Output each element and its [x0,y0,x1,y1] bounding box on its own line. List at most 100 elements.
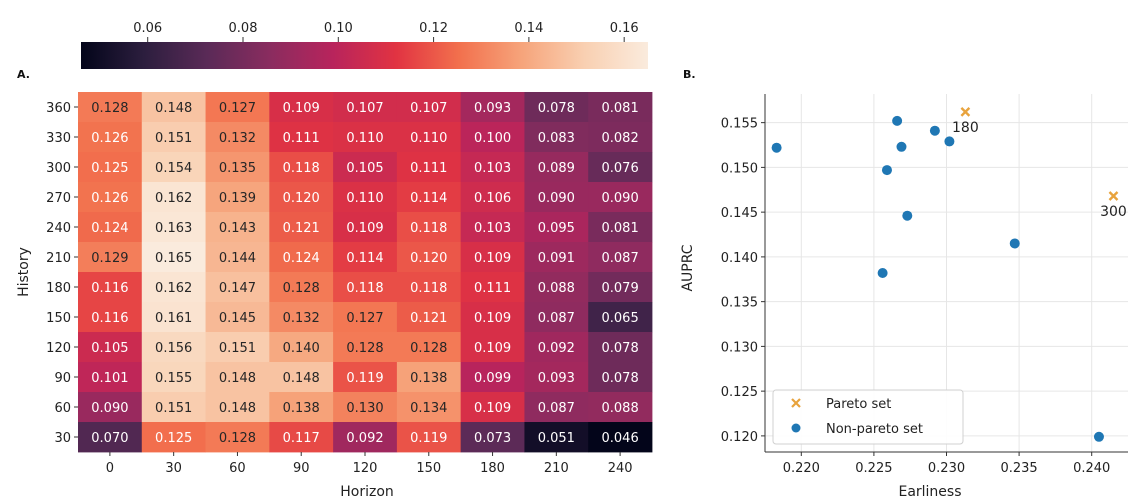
heatmap-cell [78,122,143,153]
heatmap-cell [524,332,589,363]
scatter-point-non-pareto [771,142,782,153]
heatmap-cell [588,242,653,273]
heatmap-cell-value: 0.156 [155,341,192,356]
scatter-y-axis-label: AUPRC [680,244,696,291]
heatmap-cell-value: 0.083 [538,131,575,146]
colorbar-tick-label: 0.08 [229,21,258,36]
heatmap-cell-value: 0.078 [602,341,639,356]
panel-label-a: A. [17,68,30,81]
heatmap-cell [269,152,334,183]
heatmap: 0.128 0.148 0.127 0.109 0.107 0.107 0.093 0.078… [46,92,653,476]
heatmap-cell [524,182,589,213]
heatmap-cell-value: 0.114 [346,251,383,266]
heatmap-cell [524,272,589,303]
scatter-x-tick-label: 0.240 [1073,461,1110,476]
heatmap-cell-value: 0.144 [219,251,256,266]
heatmap-cell [205,152,270,183]
heatmap-cell [269,122,334,153]
heatmap-cell-value: 0.109 [346,221,383,236]
heatmap-cell [396,92,462,123]
heatmap-cell [524,152,589,183]
heatmap-cell-value: 0.128 [346,341,383,356]
heatmap-cell [205,92,270,123]
heatmap-cell-value: 0.139 [219,191,256,206]
heatmap-cell [141,362,206,393]
heatmap-cell-value: 0.065 [602,311,639,326]
heatmap-cell-value: 0.111 [474,281,511,296]
heatmap-x-tick-label: 150 [416,461,441,476]
heatmap-cell-value: 0.151 [219,341,256,356]
heatmap-cell-value: 0.109 [474,311,511,326]
colorbar-tick-label: 0.10 [324,21,353,36]
heatmap-cell [78,302,143,333]
heatmap-cell-value: 0.162 [155,191,192,206]
heatmap-cell-value: 0.114 [410,191,447,206]
heatmap-cell-value: 0.151 [155,401,192,416]
heatmap-cell [396,392,462,423]
heatmap-x-tick-label: 30 [165,461,182,476]
heatmap-cell [460,332,525,363]
heatmap-cell-value: 0.138 [283,401,320,416]
scatter-point-non-pareto [1009,238,1020,249]
heatmap-cell [460,242,525,273]
scatter-point-non-pareto [896,141,907,152]
heatmap-cell [205,212,270,243]
heatmap-cell [78,422,143,453]
heatmap-cell-value: 0.100 [474,131,511,146]
heatmap-cell-value: 0.090 [602,191,639,206]
heatmap-cell-value: 0.103 [474,161,511,176]
heatmap-cell [141,152,206,183]
heatmap-cell [588,422,653,453]
heatmap-cell-value: 0.109 [474,341,511,356]
legend-marker-pareto [791,398,801,408]
heatmap-y-tick-label: 300 [46,161,71,176]
scatter-point-non-pareto [902,210,913,221]
heatmap-cell-value: 0.087 [602,251,639,266]
heatmap-cell-value: 0.110 [346,191,383,206]
heatmap-cell-value: 0.109 [474,401,511,416]
heatmap-cell [460,422,525,453]
heatmap-cell [460,212,525,243]
heatmap-cell [141,212,206,243]
heatmap-cell-value: 0.092 [346,431,383,446]
heatmap-cell [333,92,398,123]
heatmap-cell-value: 0.089 [538,161,575,176]
heatmap-cell [333,302,398,333]
heatmap-cell-value: 0.073 [474,431,511,446]
heatmap-cell [460,152,525,183]
heatmap-cell [269,422,334,453]
heatmap-cell [205,272,270,303]
scatter-x-tick-label: 0.225 [855,461,892,476]
heatmap-cell [78,332,143,363]
heatmap-cell-value: 0.162 [155,281,192,296]
heatmap-cell-value: 0.076 [602,161,639,176]
heatmap-cell-value: 0.126 [91,191,128,206]
heatmap-cell-value: 0.107 [346,101,383,116]
heatmap-cell [588,152,653,183]
legend-marker-non-pareto [791,423,801,433]
heatmap-cell-value: 0.128 [91,101,128,116]
heatmap-cell-value: 0.109 [474,251,511,266]
heatmap-cell [205,182,270,213]
heatmap-cell-value: 0.087 [538,401,575,416]
heatmap-cell-value: 0.105 [346,161,383,176]
heatmap-cell-value: 0.095 [538,221,575,236]
heatmap-cell-value: 0.138 [410,371,447,386]
heatmap-y-tick-label: 180 [46,281,71,296]
heatmap-cell-value: 0.070 [91,431,128,446]
heatmap-cell-value: 0.046 [602,431,639,446]
heatmap-cell-value: 0.148 [219,371,256,386]
heatmap-cell [460,392,525,423]
heatmap-cell-value: 0.118 [410,221,447,236]
heatmap-cell [141,92,206,123]
scatter-point-non-pareto [944,136,955,147]
heatmap-cell [78,182,143,213]
heatmap-cell-value: 0.140 [283,341,320,356]
heatmap-cell-value: 0.092 [538,341,575,356]
scatter-y-tick-label: 0.140 [721,251,758,266]
heatmap-cell [588,332,653,363]
heatmap-x-tick-label: 0 [106,461,114,476]
heatmap-cell [205,242,270,273]
scatter-point-non-pareto [892,115,903,126]
scatter-point-non-pareto [929,125,940,136]
